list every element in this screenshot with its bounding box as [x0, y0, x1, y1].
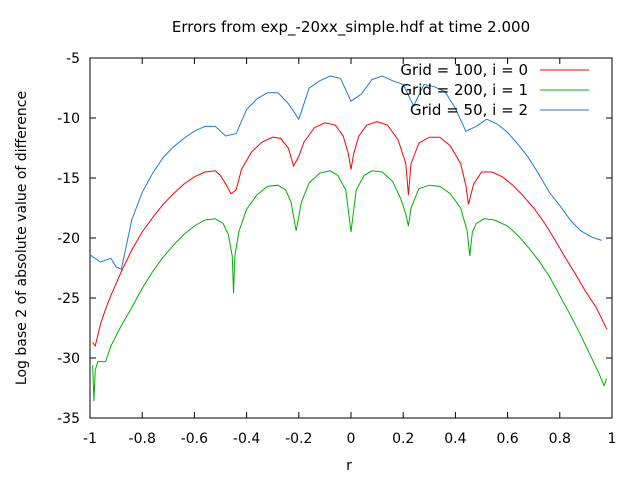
legend-label-1: Grid = 200, i = 1: [400, 81, 528, 99]
y-tick-label: -10: [57, 111, 80, 127]
x-ticks: -1 -0.8 -0.6 -0.4 -0.2 0 0.2 0.4 0.6 0.8 1: [83, 58, 616, 447]
y-tick-label: -5: [66, 51, 80, 67]
chart-title: Errors from exp_-20xx_simple.hdf at time…: [172, 18, 530, 37]
series-line-1: [92, 170, 608, 402]
x-tick-label: 0.6: [496, 431, 518, 447]
legend-label-0: Grid = 100, i = 0: [400, 61, 528, 79]
series-line-2: [89, 75, 602, 270]
series-line-0: [92, 121, 608, 348]
plot-frame: [89, 57, 613, 419]
y-tick-label: -35: [57, 411, 80, 427]
x-tick-label: 0.8: [549, 431, 571, 447]
x-tick-label: 0.4: [444, 431, 466, 447]
x-tick-label: -0.2: [285, 431, 312, 447]
x-tick-label: 0.2: [392, 431, 414, 447]
legend: Grid = 100, i = 0 Grid = 200, i = 1 Grid =…: [400, 61, 589, 119]
y-tick-label: -20: [57, 231, 80, 247]
x-tick-label: -0.4: [233, 431, 260, 447]
x-tick-label: 0: [347, 431, 356, 447]
x-tick-label: -0.6: [181, 431, 208, 447]
y-tick-label: -30: [57, 351, 80, 367]
y-axis-label: Log base 2 of absolute value of differen…: [14, 91, 30, 385]
y-tick-label: -25: [57, 291, 80, 307]
x-tick-label: 1: [608, 431, 617, 447]
x-axis-label: r: [346, 458, 352, 474]
series-layer: [89, 75, 608, 402]
y-tick-label: -15: [57, 171, 80, 187]
x-tick-label: -1: [83, 431, 97, 447]
y-ticks: -5 -10 -15 -20 -25 -30 -35: [57, 51, 612, 427]
legend-label-2: Grid = 50, i = 2: [410, 101, 528, 119]
x-tick-label: -0.8: [129, 431, 156, 447]
